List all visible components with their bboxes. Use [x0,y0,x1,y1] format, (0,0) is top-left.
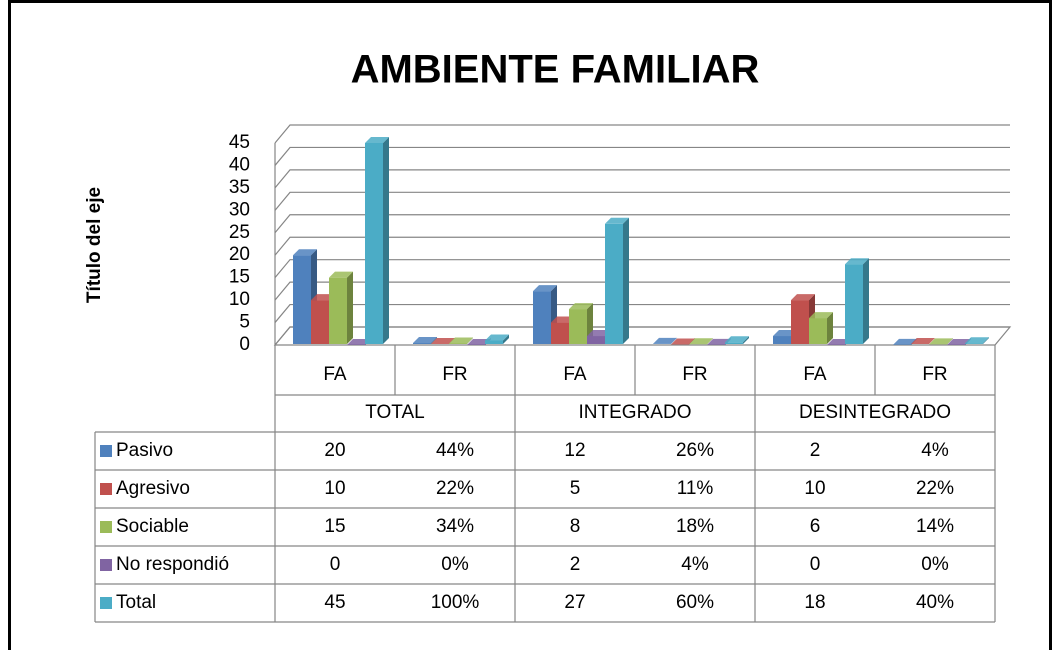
x-tick-label: FR [442,364,467,385]
table-cell: 20 [324,440,345,461]
grid-line [274,214,1010,234]
legend-label: Sociable [116,516,189,537]
legend-key [100,445,112,457]
table-cell: 11% [677,478,714,499]
bar [449,337,473,344]
table-cell: 22% [436,478,474,499]
table-cell: 12 [564,440,585,461]
grid-line [274,326,1010,346]
table-cell: 26% [676,440,714,461]
table-cell: 45 [324,592,345,613]
x-tick-label: FA [803,364,827,385]
bar [413,337,437,344]
legend-key [100,559,112,571]
legend-key [100,521,112,533]
bar [929,338,953,345]
bar [365,137,389,344]
table-cell: 14% [916,516,954,537]
table-cell: 15 [324,516,345,537]
y-tick-label: 5 [239,312,250,333]
legend-label: Total [116,592,156,613]
bar [605,217,629,344]
table-cell: 100% [431,592,480,613]
table-cell: 6 [810,516,821,537]
y-axis-title: Título del eje [84,187,105,303]
bar [791,294,815,344]
y-tick-label: 40 [229,154,250,175]
bar [809,312,833,344]
chart-title: AMBIENTE FAMILIAR [351,48,760,92]
bar [911,338,935,345]
bar [725,336,749,344]
table-cell: 4% [681,554,709,575]
table-cell: 27 [564,592,585,613]
y-tick-label: 35 [229,177,250,198]
table-cell: 10 [804,478,825,499]
grid-line [274,191,1010,211]
grid-line [274,169,1010,189]
grid-line [274,146,1010,166]
bar [845,258,869,344]
y-tick-label: 0 [239,334,250,355]
x-tick-label: FA [563,364,587,385]
table-cell: 0% [921,554,949,575]
table-cell: 60% [676,592,714,613]
table-cell: 0 [810,554,821,575]
y-tick-label: 30 [229,199,250,220]
x-tick-label: FA [323,364,347,385]
table-cell: 0% [441,554,469,575]
table-cell: 10 [324,478,345,499]
group-label: INTEGRADO [579,402,692,423]
table-cell: 40% [916,592,954,613]
bar [329,271,353,344]
chart-border [8,0,1052,650]
y-tick-label: 20 [229,244,250,265]
table-cell: 5 [570,478,581,499]
table-cell: 2 [810,440,821,461]
legend-label: Pasivo [116,440,173,461]
table-cell: 22% [916,478,954,499]
y-tick-label: 25 [229,222,250,243]
table-cell: 18% [676,516,714,537]
table-cell: 4% [921,440,949,461]
x-tick-label: FR [682,364,707,385]
bar [965,337,989,344]
bar [689,338,713,345]
x-tick-label: FR [922,364,947,385]
table-cell: 34% [436,516,474,537]
y-tick-label: 15 [229,267,250,288]
table-cell: 18 [804,592,825,613]
group-label: DESINTEGRADO [799,402,951,423]
legend-key [100,597,112,609]
grid-line [274,236,1010,256]
table-cell: 8 [570,516,581,537]
grid-line [274,303,1010,323]
y-tick-label: 45 [229,132,250,153]
bar [653,337,677,344]
grid-line [274,281,1010,301]
legend-key [100,483,112,495]
legend-label: No respondió [116,554,229,575]
table-cell: 0 [330,554,341,575]
bar [485,334,509,344]
grid-line [274,124,1010,144]
y-tick-label: 10 [229,289,250,310]
grid-line [274,259,1010,279]
table-cell: 44% [436,440,474,461]
table-cell: 2 [570,554,581,575]
group-label: TOTAL [365,402,424,423]
legend-label: Agresivo [116,478,190,499]
